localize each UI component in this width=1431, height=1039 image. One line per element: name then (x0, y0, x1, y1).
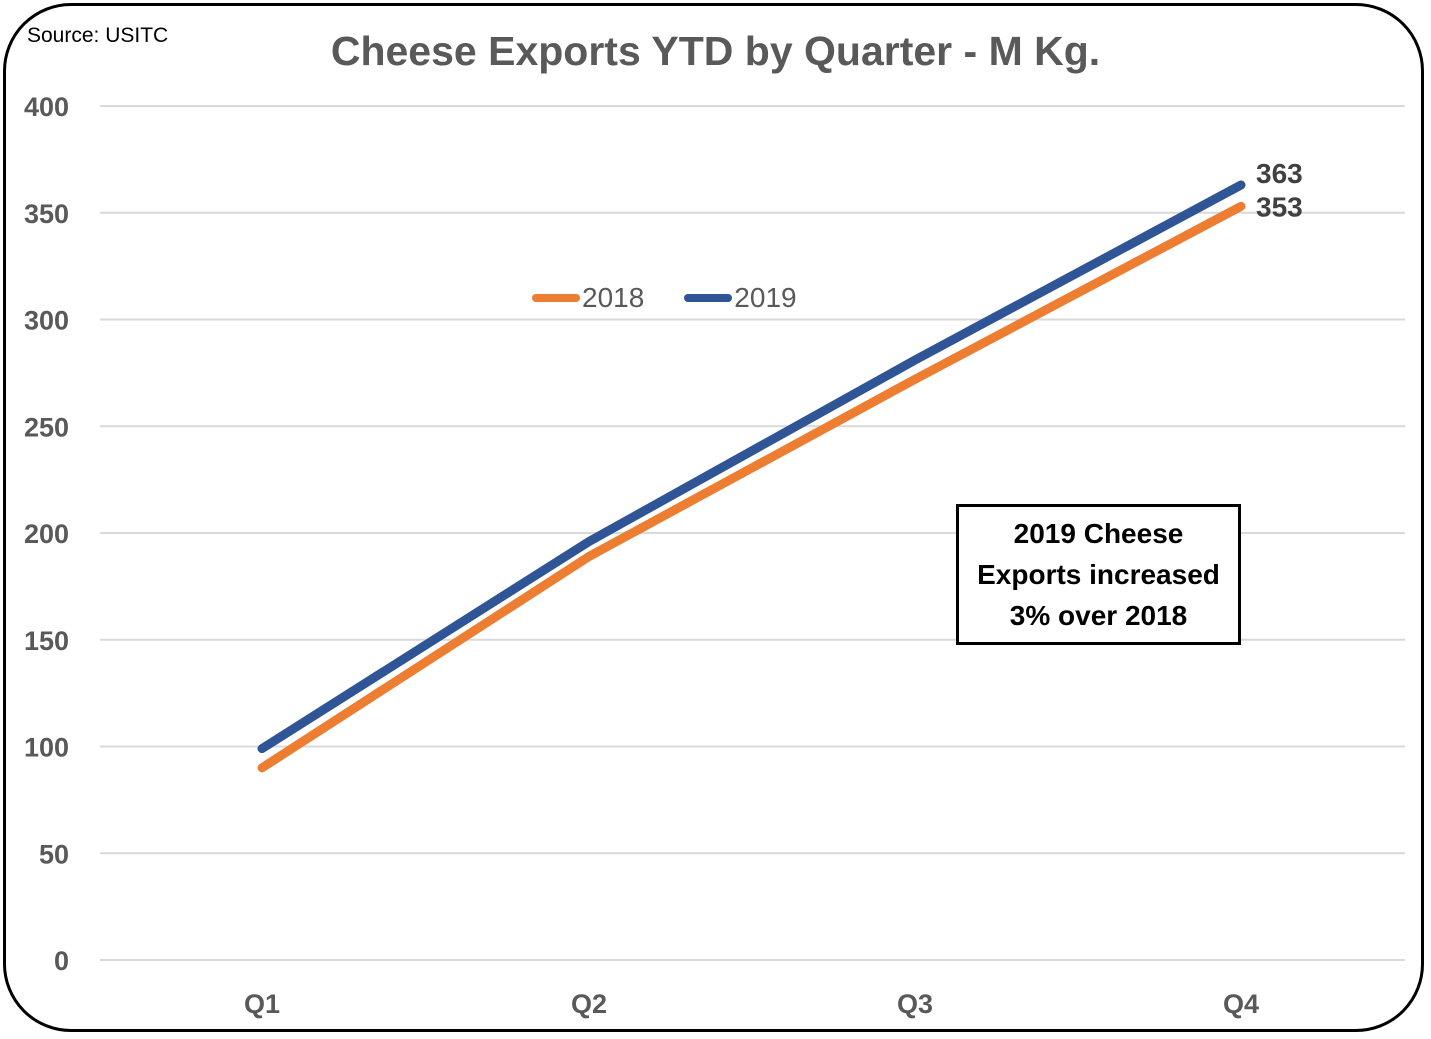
data-label-2019-q4: 363 (1256, 158, 1303, 189)
y-tick-label-0: 0 (54, 946, 69, 976)
x-tick-label-q3: Q3 (897, 989, 933, 1019)
y-tick-label-350: 350 (24, 199, 69, 229)
legend-label-2019: 2019 (734, 282, 797, 313)
x-tick-label-q1: Q1 (244, 989, 280, 1019)
legend-item-2018: 2018 (532, 282, 644, 314)
y-tick-label-250: 250 (24, 412, 69, 442)
chart-title: Cheese Exports YTD by Quarter - M Kg. (330, 28, 1101, 74)
x-tick-label-q4: Q4 (1223, 989, 1259, 1019)
series-line-2019 (257, 180, 1246, 754)
y-tick-label-50: 50 (39, 839, 69, 869)
y-tick-label-100: 100 (24, 733, 69, 763)
legend-swatch-2018 (532, 294, 580, 302)
legend-label-2018: 2018 (582, 282, 645, 313)
y-tick-label-150: 150 (24, 626, 69, 656)
y-tick-label-200: 200 (24, 519, 69, 549)
data-label-2018-q4: 353 (1256, 191, 1303, 222)
legend: 2018 2019 (532, 282, 837, 314)
series-line-2018 (257, 201, 1246, 773)
y-tick-label-300: 300 (24, 306, 69, 336)
legend-item-2019: 2019 (684, 282, 797, 314)
source-note: Source: USITC (27, 24, 169, 47)
x-tick-label-q2: Q2 (571, 989, 607, 1019)
annotation-box: 2019 Cheese Exports increased 3% over 20… (956, 504, 1241, 645)
annotation-text: 2019 Cheese Exports increased 3% over 20… (977, 518, 1220, 631)
y-tick-label-400: 400 (24, 92, 69, 122)
legend-swatch-2019 (684, 294, 733, 302)
